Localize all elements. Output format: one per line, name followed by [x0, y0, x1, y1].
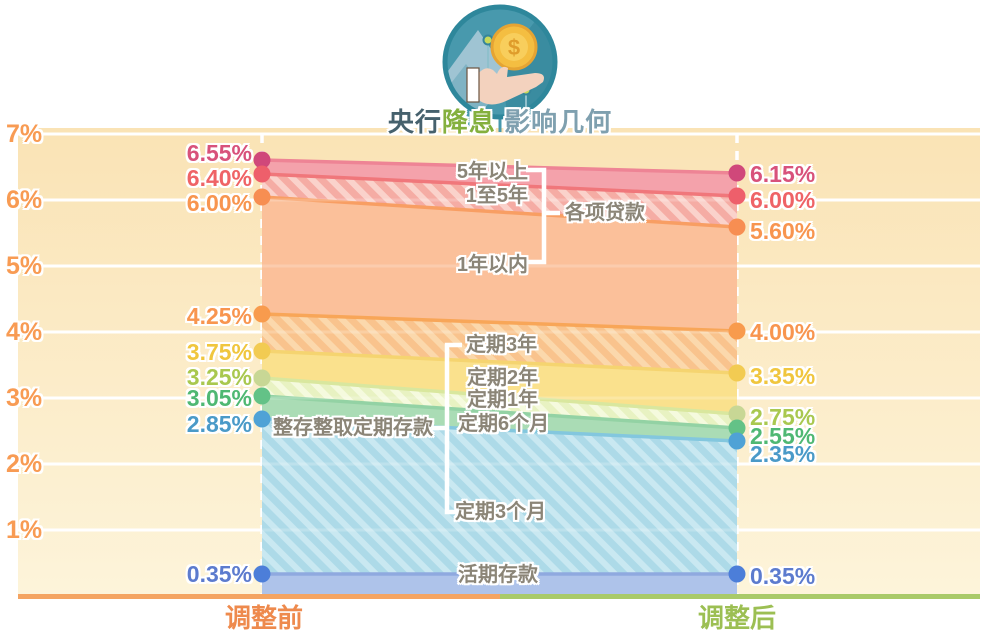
series-label-8: 活期存款 [458, 564, 538, 586]
band-edge-2 [261, 195, 738, 229]
dot-before-6 [253, 387, 271, 405]
y-tick-7%: 7% [6, 119, 43, 148]
dot-before-2 [253, 188, 271, 206]
value-before-0: 6.55% [186, 139, 252, 166]
dot-after-6 [728, 419, 746, 437]
value-after-3: 4.00% [750, 318, 816, 345]
dot-after-1 [728, 187, 746, 205]
value-before-5: 3.25% [186, 363, 252, 390]
band-edge-3 [261, 312, 738, 333]
value-after-6: 2.55% [750, 422, 816, 449]
band-3-定期3年 [262, 314, 737, 373]
dot-before-7 [253, 410, 271, 428]
band-edge-0 [261, 158, 738, 175]
value-after-7: 2.35% [750, 440, 816, 467]
x-axis-left-segment [18, 594, 500, 599]
band-7-定期3个月 [262, 419, 737, 574]
value-before-7: 2.85% [186, 410, 252, 437]
band-4-定期2年 [262, 351, 737, 414]
svg-text:$: $ [508, 35, 520, 60]
dot-before-4 [253, 342, 271, 360]
band-edge-5 [261, 376, 738, 416]
band-1-1至5年 [262, 174, 737, 227]
dot-before-8 [253, 565, 271, 583]
series-label-0: 5年以上 [456, 161, 528, 183]
value-before-2: 6.00% [186, 189, 252, 216]
y-tick-3%: 3% [6, 383, 43, 412]
dot-before-3 [253, 305, 271, 323]
dot-after-2 [728, 218, 746, 236]
dot-after-5 [728, 405, 746, 423]
y-tick-4%: 4% [6, 317, 43, 346]
series-label-3: 定期3年 [466, 334, 538, 356]
value-after-1: 6.00% [750, 186, 816, 213]
value-after-4: 3.35% [750, 362, 816, 389]
x-axis-right-segment [500, 594, 980, 599]
dot-after-3 [728, 322, 746, 340]
title-part-2: 影响几何 [495, 107, 613, 137]
series-label-6: 定期6个月 [458, 413, 550, 435]
series-label-1: 1至5年 [465, 185, 528, 207]
value-after-0: 6.15% [750, 160, 816, 187]
band-5-定期1年 [262, 378, 737, 428]
y-tick-2%: 2% [6, 449, 43, 478]
column-label-before: 调整前 [224, 603, 304, 633]
series-label-7: 定期3个月 [455, 501, 547, 523]
value-after-8: 0.35% [750, 562, 816, 589]
value-before-1: 6.40% [186, 164, 252, 191]
title-part-1: 降息 [441, 107, 496, 137]
band-8-活期存款 [262, 574, 737, 596]
value-after-2: 5.60% [750, 217, 816, 244]
band-edge-6 [261, 394, 738, 430]
band-edge-1 [261, 172, 738, 198]
title-part-0: 央行 [387, 107, 442, 137]
y-tick-5%: 5% [6, 251, 43, 280]
dot-after-0 [728, 164, 746, 182]
band-2-1年以内 [262, 197, 737, 331]
bracket-loans [526, 167, 560, 265]
band-edge-4 [261, 349, 738, 375]
band-edge-7 [261, 417, 738, 443]
value-before-4: 3.75% [186, 338, 252, 365]
group-label-0: 各项贷款 [565, 202, 645, 224]
value-before-3: 4.25% [186, 302, 252, 329]
bracket-deposits [432, 342, 462, 515]
column-label-after: 调整后 [697, 603, 777, 633]
y-tick-6%: 6% [6, 185, 43, 214]
series-label-5: 定期1年 [467, 389, 539, 411]
value-before-8: 0.35% [186, 560, 252, 587]
band-0-5年以上 [262, 160, 737, 196]
dot-after-7 [728, 432, 746, 450]
band-6-定期6个月 [262, 396, 737, 441]
value-after-5: 2.75% [750, 403, 816, 430]
dot-after-8 [728, 565, 746, 583]
series-label-2: 1年以内 [456, 254, 528, 276]
dot-before-0 [253, 151, 271, 169]
dot-before-1 [253, 165, 271, 183]
dot-after-4 [728, 364, 746, 382]
value-before-6: 3.05% [186, 384, 252, 411]
group-label-1: 整存整取定期存款 [273, 417, 433, 439]
dot-before-5 [253, 369, 271, 387]
series-label-4: 定期2年 [467, 367, 539, 389]
y-tick-1%: 1% [6, 515, 43, 544]
page-title: 央行降息 影响几何 [0, 102, 1000, 139]
